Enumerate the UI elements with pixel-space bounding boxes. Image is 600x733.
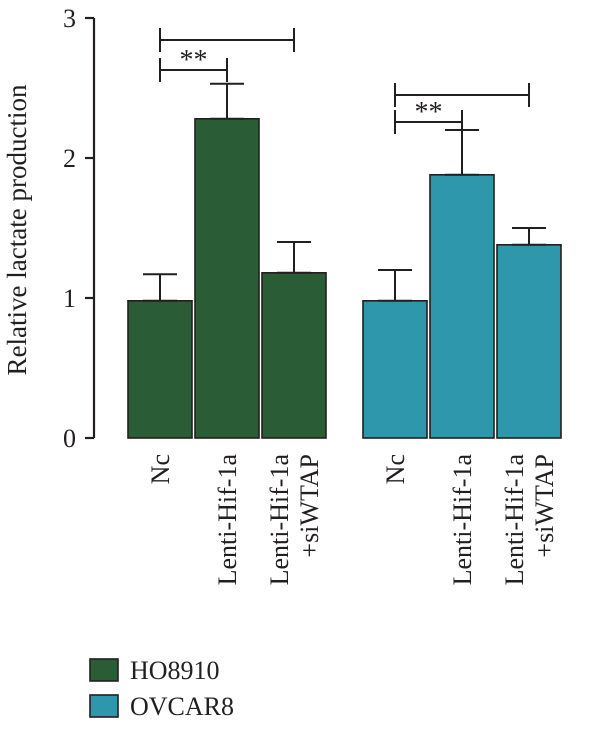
x-tick-label: Nc — [381, 454, 410, 484]
x-tick-labels: Nc Lenti-Hif-1a Lenti-Hif-1a +siWTAP Nc Lenti… — [146, 454, 559, 586]
bar — [362, 299, 428, 439]
bar — [496, 244, 562, 439]
y-tick-label: 0 — [63, 424, 76, 453]
x-tick-label-line: +siWTAP — [530, 454, 559, 558]
x-tick-label: Lenti-Hif-1a +siWTAP — [500, 454, 559, 586]
x-tick-label-line: Nc — [146, 454, 175, 484]
x-tick-label-line: +siWTAP — [295, 454, 324, 558]
x-tick-label: Lenti-Hif-1a +siWTAP — [265, 454, 324, 586]
legend-label: OVCAR8 — [130, 692, 234, 721]
y-axis-label: Relative lactate production — [2, 84, 32, 375]
significance-label: ** — [180, 45, 208, 76]
legend-label: HO8910 — [130, 656, 220, 685]
bar — [261, 271, 327, 439]
x-tick-label-line: Lenti-Hif-1a — [448, 454, 477, 586]
legend-swatch — [89, 658, 119, 682]
y-tick-label: 2 — [63, 144, 76, 173]
legend: HO8910 OVCAR8 — [89, 656, 234, 721]
bar — [194, 118, 260, 439]
x-tick-label: Lenti-Hif-1a — [448, 454, 477, 586]
bar — [429, 174, 495, 439]
bar — [127, 299, 193, 439]
x-tick-label-line: Lenti-Hif-1a — [500, 454, 529, 586]
x-tick-label-line: Lenti-Hif-1a — [213, 454, 242, 586]
x-tick-label-line: Nc — [381, 454, 410, 484]
y-tick-label: 3 — [63, 4, 76, 33]
axes: 0 1 2 3 — [63, 4, 96, 453]
x-tick-label: Lenti-Hif-1a — [213, 454, 242, 586]
bars — [127, 82, 562, 439]
x-tick-label-line: Lenti-Hif-1a — [265, 454, 294, 586]
legend-swatch — [89, 694, 119, 718]
y-tick-label: 1 — [63, 284, 76, 313]
significance-brackets: ** ** — [159, 28, 530, 134]
x-tick-label: Nc — [146, 454, 175, 484]
significance-label: ** — [415, 97, 443, 128]
